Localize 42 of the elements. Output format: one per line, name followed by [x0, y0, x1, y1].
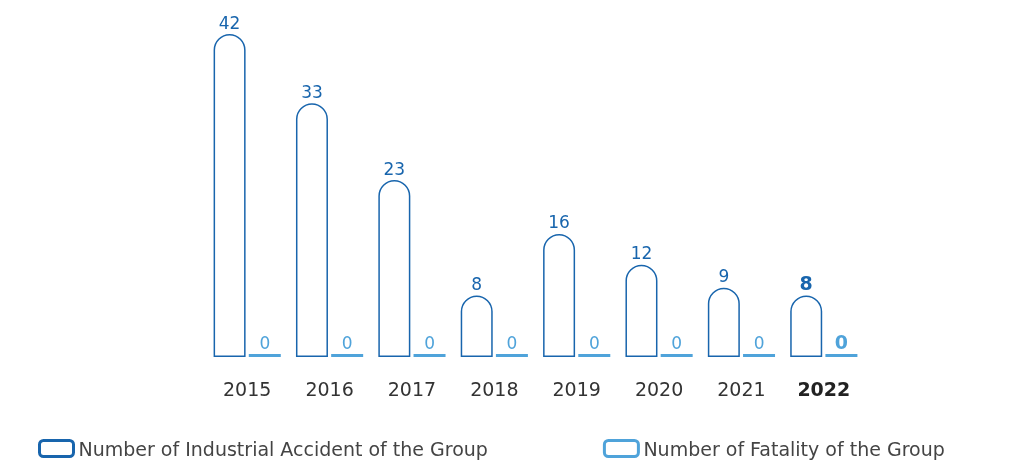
data-label: 0	[341, 332, 353, 353]
legend-label: Number of Industrial Accident of the Group	[78, 437, 488, 460]
data-label: 0	[753, 332, 765, 353]
bar	[213, 34, 246, 357]
data-label: 0	[506, 332, 518, 353]
data-label: 8	[471, 273, 483, 294]
data-label: 8	[799, 271, 813, 294]
data-label: 0	[671, 332, 683, 353]
x-tick-label: 2017	[387, 377, 437, 400]
bar	[378, 180, 411, 357]
bar	[790, 295, 823, 357]
legend-label: Number of Fatality of the Group	[643, 437, 945, 460]
data-label: 0	[588, 332, 600, 353]
bar	[460, 295, 493, 357]
x-tick-label: 2021	[717, 377, 766, 400]
x-tick-label: 2022	[797, 377, 851, 400]
x-tick-label: 2020	[634, 377, 684, 400]
bar	[625, 264, 658, 357]
bar	[413, 354, 446, 357]
bar	[578, 354, 611, 357]
data-label: 0	[424, 332, 435, 353]
bar	[295, 103, 328, 357]
bar	[248, 354, 281, 357]
x-tick-label: 2016	[305, 377, 354, 400]
bar	[660, 354, 693, 357]
data-label: 0	[259, 332, 271, 353]
bar	[825, 354, 858, 357]
x-tick-label: 2018	[470, 377, 519, 400]
bar	[495, 354, 528, 357]
bar	[743, 354, 776, 357]
x-tick-label: 2019	[552, 377, 601, 400]
data-label: 42	[218, 12, 241, 33]
data-label: 12	[630, 243, 653, 264]
bar	[707, 287, 740, 357]
data-label: 23	[383, 158, 406, 179]
data-label: 9	[718, 266, 730, 287]
data-label: 33	[301, 81, 323, 102]
bar	[331, 354, 364, 357]
data-label: 0	[834, 330, 849, 353]
bar	[543, 233, 576, 357]
x-tick-label: 2015	[223, 377, 272, 400]
data-label: 16	[548, 212, 570, 233]
